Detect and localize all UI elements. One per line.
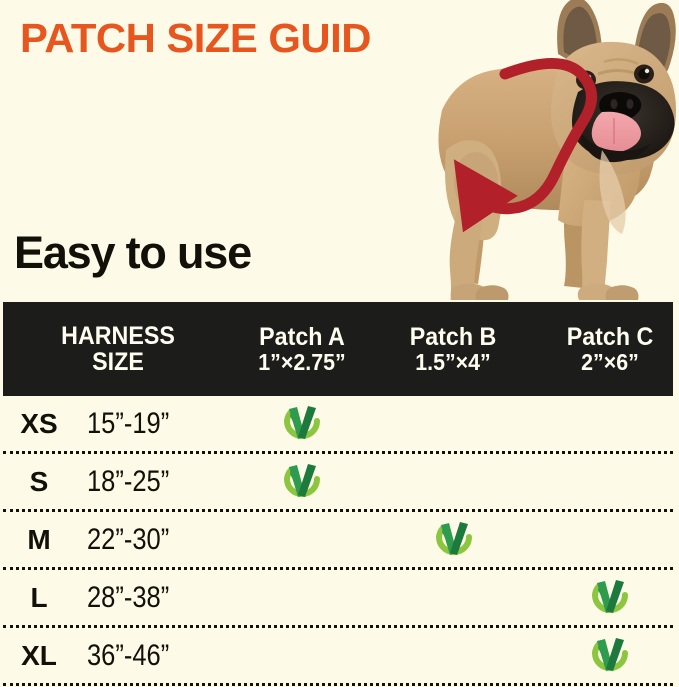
cell-harness-size: M — [27, 523, 51, 555]
column-header-dimensions: 1.5”×4” — [415, 349, 491, 376]
cell-harness-size: S — [29, 465, 49, 497]
girth-range-text: 18”-25” — [87, 464, 170, 498]
table-row: L 28”-38” — [3, 570, 673, 628]
green-check-badge-icon — [284, 405, 320, 439]
column-header-line2: SIZE — [92, 348, 144, 376]
cell-patch-b-compatibility — [380, 520, 528, 560]
cell-patch-a-compatibility — [228, 462, 376, 502]
column-header-patch-c: Patch C 2”×6” — [536, 324, 679, 375]
column-header-patch-a: Patch A 1”×2.75” — [228, 324, 376, 375]
green-check-badge-icon — [592, 637, 628, 671]
cell-patch-a-compatibility — [228, 404, 376, 444]
green-check-badge-icon — [592, 579, 628, 613]
girth-range-text: 36”-46” — [87, 638, 170, 672]
size-table: HARNESS SIZE Patch A 1”×2.75” Patch B 1.… — [3, 302, 673, 686]
cell-harness-size: L — [30, 581, 48, 613]
column-header-harness-size: HARNESS SIZE — [3, 321, 233, 376]
table-header-row: HARNESS SIZE Patch A 1”×2.75” Patch B 1.… — [3, 302, 673, 396]
table-row: M 22”-30” — [3, 512, 673, 570]
cell-harness-size: XS — [20, 407, 58, 439]
column-header-patch-b: Patch B 1.5”×4” — [380, 324, 526, 375]
cell-patch-c-compatibility — [536, 636, 679, 676]
green-check-badge-icon — [284, 463, 320, 497]
column-header-line1: HARNESS — [61, 321, 175, 350]
table-row: XS 15”-19” — [3, 396, 673, 454]
cell-girth-range: 22”-30” — [87, 522, 257, 556]
subtitle-heading: Easy to use — [14, 227, 252, 278]
green-check-badge-icon — [436, 521, 472, 555]
table-row: XL 36”-46” — [3, 628, 673, 686]
cell-patch-c-compatibility — [536, 578, 679, 618]
column-header-line1: Patch B — [409, 322, 497, 351]
column-header-dimensions: 1”×2.75” — [258, 349, 346, 376]
cell-girth-range: 15”-19” — [87, 406, 257, 440]
girth-range-text: 22”-30” — [87, 522, 170, 556]
page-title: PATCH SIZE GUIDE — [20, 15, 399, 61]
cell-harness-size: XL — [21, 639, 57, 671]
table-row: S 18”-25” — [3, 454, 673, 512]
column-header-line1: Patch C — [566, 322, 654, 351]
french-bulldog-photo — [372, 0, 679, 300]
cell-girth-range: 18”-25” — [87, 464, 257, 498]
girth-range-text: 15”-19” — [87, 406, 170, 440]
column-header-dimensions: 2”×6” — [581, 349, 639, 376]
cell-girth-range: 36”-46” — [87, 638, 257, 672]
girth-range-text: 28”-38” — [87, 580, 170, 614]
table-body: XS 15”-19” S 18”-25” M 22”-30” L 28”-38” XL 36”-4… — [3, 396, 673, 686]
column-header-line1: Patch A — [259, 322, 345, 351]
cell-girth-range: 28”-38” — [87, 580, 257, 614]
